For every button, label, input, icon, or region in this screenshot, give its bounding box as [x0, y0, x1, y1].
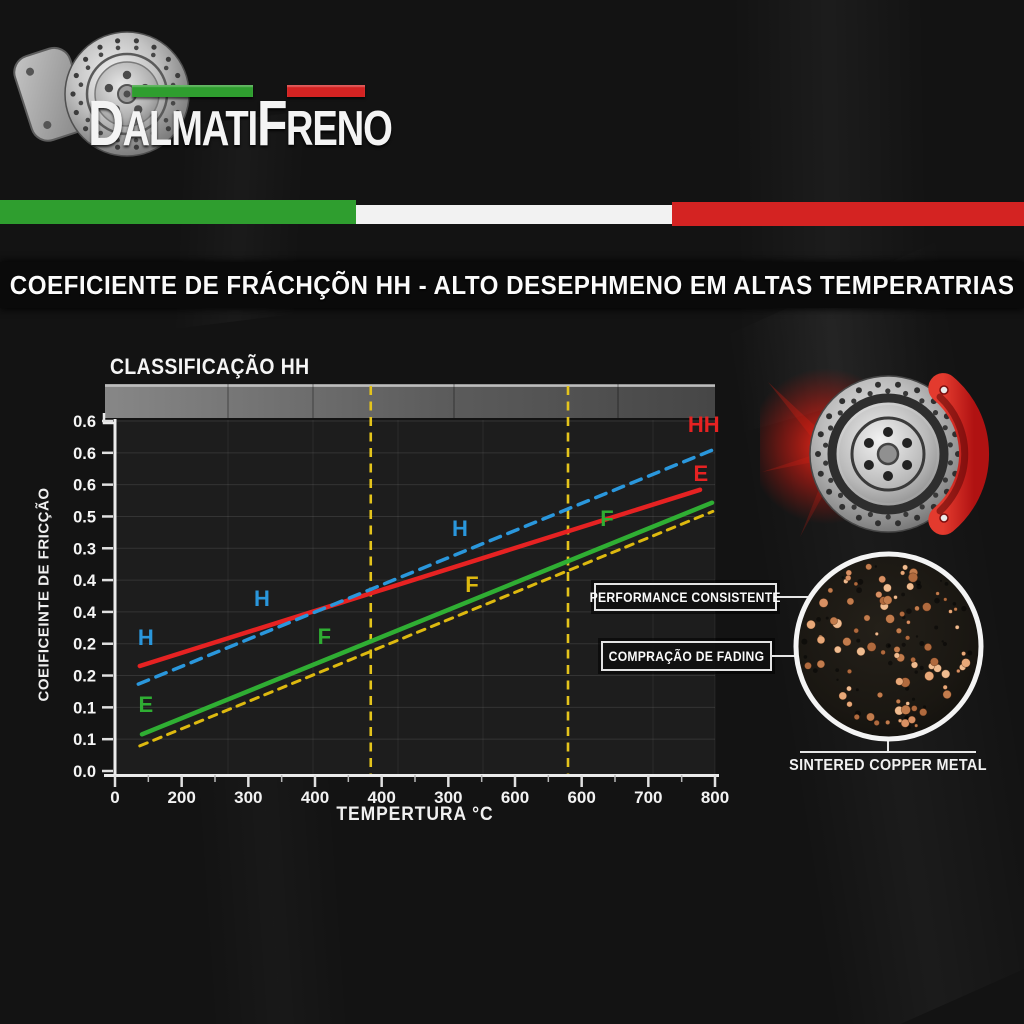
svg-text:0.0: 0.0 — [73, 763, 96, 781]
classification-bar — [105, 384, 715, 418]
svg-text:0.4: 0.4 — [73, 604, 97, 622]
svg-text:0.6: 0.6 — [73, 477, 96, 495]
svg-text:E: E — [138, 692, 153, 717]
y-axis-label: COEIFICEINTE DE FRICÇÃO — [35, 487, 53, 702]
svg-text:H: H — [254, 586, 270, 611]
page-title: COEFICIENTE DE FRÁCHÇÕN HH - ALTO DESEPH… — [9, 269, 1015, 300]
brand-letter-d: D — [88, 87, 124, 159]
svg-text:400: 400 — [301, 788, 329, 807]
svg-text:F: F — [600, 506, 613, 531]
svg-text:F: F — [465, 572, 478, 597]
flag-stripe — [0, 200, 1024, 228]
svg-text:700: 700 — [634, 788, 662, 807]
material-macro-photo — [793, 551, 984, 742]
performance-callout: PERFORMANCE CONSISTENTE — [590, 583, 781, 611]
svg-text:HH: HH — [688, 412, 720, 437]
svg-text:800: 800 — [701, 788, 729, 807]
brake-disc-illustration — [760, 368, 990, 537]
svg-text:0: 0 — [110, 788, 119, 807]
svg-text:0.6: 0.6 — [73, 445, 96, 463]
svg-text:0.4: 0.4 — [73, 572, 97, 590]
red-accent-bar — [287, 85, 365, 97]
svg-text:E: E — [693, 461, 708, 486]
svg-text:H: H — [452, 516, 468, 541]
svg-text:600: 600 — [567, 788, 595, 807]
svg-text:300: 300 — [434, 788, 462, 807]
svg-text:300: 300 — [234, 788, 262, 807]
brand-text-almati: ALMATI — [122, 102, 258, 156]
performance-callout-label: PERFORMANCE CONSISTENTE — [589, 589, 782, 605]
caption-connector-line — [887, 739, 889, 752]
svg-text:0.5: 0.5 — [73, 508, 96, 526]
svg-text:400: 400 — [367, 788, 395, 807]
flag-white-segment — [356, 205, 672, 224]
brand-wordmark: DALMATIFRENO — [88, 86, 393, 159]
svg-text:600: 600 — [501, 788, 529, 807]
svg-text:0.2: 0.2 — [73, 636, 96, 654]
svg-text:200: 200 — [167, 788, 195, 807]
material-caption: SINTERED COPPER METAL — [789, 757, 987, 774]
flag-green-segment — [0, 200, 356, 224]
title-band: COEFICIENTE DE FRÁCHÇÕN HH - ALTO DESEPH… — [0, 262, 1024, 308]
svg-text:F: F — [318, 624, 331, 649]
fading-callout: COMPRAÇÃO DE FADING — [601, 641, 772, 671]
svg-text:H: H — [138, 625, 154, 650]
friction-chart: 0.6 0.6 0.6 0.5 0.3 0.4 0.4 0.2 0.2 0.1 0.1 0.0 0 200… — [73, 384, 729, 807]
chart-title: CLASSIFICAÇÃO HH — [110, 354, 310, 379]
svg-text:0.2: 0.2 — [73, 668, 96, 686]
callout-connector-line — [777, 596, 810, 598]
green-accent-bar — [132, 85, 253, 97]
svg-text:0.3: 0.3 — [73, 540, 96, 558]
flag-red-segment — [672, 202, 1024, 226]
brand-letter-f: F — [256, 87, 287, 159]
brake-caliper — [928, 373, 990, 535]
caption-connector-line — [800, 751, 976, 753]
fading-callout-label: COMPRAÇÃO DE FADING — [608, 648, 765, 664]
brand-logo: DALMATIFRENO — [0, 0, 480, 190]
svg-text:0.1: 0.1 — [73, 699, 96, 717]
svg-text:0.6: 0.6 — [73, 413, 96, 431]
brake-disc-logo-icon — [13, 31, 190, 157]
x-axis-label: TEMPERTURA °C — [336, 804, 494, 825]
svg-text:0.1: 0.1 — [73, 731, 96, 749]
brand-text-reno: RENO — [285, 102, 393, 156]
callout-connector-line — [772, 655, 796, 657]
